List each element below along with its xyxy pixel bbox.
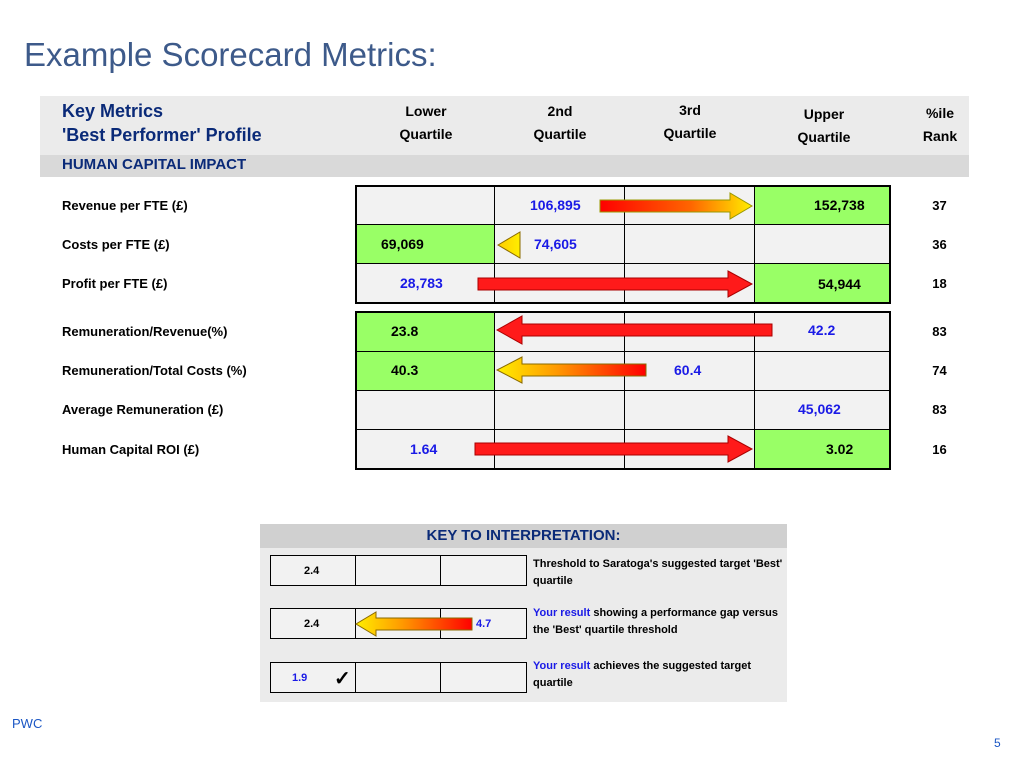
row-label-remuneration-revenue: Remuneration/Revenue(%) bbox=[62, 324, 228, 339]
page-number: 5 bbox=[994, 736, 1001, 750]
metrics-grid-top bbox=[355, 185, 891, 304]
rank-column bbox=[910, 177, 969, 470]
key-cell bbox=[355, 662, 441, 693]
row-label-average-remuneration: Average Remuneration (£) bbox=[62, 402, 224, 417]
quartile-cell bbox=[624, 224, 755, 264]
metrics-grid-bottom bbox=[355, 311, 891, 470]
target-quartile-cell bbox=[355, 351, 495, 391]
row-label-remuneration-total-costs: Remuneration/Total Costs (%) bbox=[62, 363, 247, 378]
row-label-profit-per-fte: Profit per FTE (£) bbox=[62, 276, 168, 291]
key-threshold-value: 2.4 bbox=[304, 618, 320, 630]
key-result-value: 4.7 bbox=[476, 618, 492, 630]
section-title: HUMAN CAPITAL IMPACT bbox=[62, 156, 247, 173]
threshold-value: 3.02 bbox=[826, 441, 854, 457]
quartile-cell bbox=[355, 186, 495, 225]
col-header-3rd: 3rd Quartile bbox=[663, 102, 717, 141]
rank-value: 83 bbox=[932, 402, 947, 417]
row-label-costs-per-fte: Costs per FTE (£) bbox=[62, 237, 170, 252]
key-cell bbox=[355, 555, 441, 586]
labels-column bbox=[40, 177, 340, 470]
key-threshold-value: 2.4 bbox=[304, 565, 320, 577]
quartile-cell bbox=[754, 312, 890, 352]
key-text-2: Your result showing a performance gap ve… bbox=[533, 607, 778, 636]
key-cell bbox=[440, 662, 527, 693]
key-cell bbox=[355, 608, 441, 639]
threshold-value: 40.3 bbox=[391, 362, 419, 378]
key-text-3: Your result achieves the suggested targe… bbox=[533, 660, 752, 689]
row-label-human-capital-roi: Human Capital ROI (£) bbox=[62, 442, 200, 457]
result-value: 45,062 bbox=[798, 401, 841, 417]
rank-value: 16 bbox=[932, 442, 947, 457]
col-header-upper: Upper Quartile bbox=[797, 106, 851, 145]
key-title: KEY TO INTERPRETATION: bbox=[260, 524, 787, 548]
footer-brand: PWC bbox=[12, 716, 43, 731]
target-quartile-cell bbox=[754, 263, 890, 303]
rank-value: 36 bbox=[932, 237, 947, 252]
key-result-value: 1.9 bbox=[292, 672, 308, 684]
quartile-cell bbox=[355, 390, 495, 430]
key-text-1: Threshold to Saratoga's suggested target… bbox=[533, 558, 783, 587]
rank-value: 37 bbox=[932, 198, 947, 213]
result-value: 106,895 bbox=[530, 197, 581, 213]
col-header-lower: Lower Quartile bbox=[399, 103, 453, 142]
rank-value: 83 bbox=[932, 324, 947, 339]
key-cell bbox=[440, 555, 527, 586]
result-value: 74,605 bbox=[534, 236, 577, 252]
col-header-2nd: 2nd Quartile bbox=[533, 103, 587, 142]
result-value: 1.64 bbox=[410, 441, 438, 457]
key-target-cell bbox=[270, 555, 356, 586]
check-icon: ✓ bbox=[334, 668, 351, 690]
result-value: 42.2 bbox=[808, 322, 836, 338]
result-value: 60.4 bbox=[674, 362, 702, 378]
threshold-value: 23.8 bbox=[391, 323, 419, 339]
threshold-value: 54,944 bbox=[818, 276, 861, 292]
header-best-performer: 'Best Performer' Profile bbox=[62, 125, 262, 145]
section-band: HUMAN CAPITAL IMPACT bbox=[40, 155, 969, 177]
row-label-revenue-per-fte: Revenue per FTE (£) bbox=[62, 198, 188, 213]
header-key-metrics: Key Metrics bbox=[62, 101, 164, 121]
rank-value: 74 bbox=[932, 363, 947, 378]
result-value: 28,783 bbox=[400, 275, 443, 291]
quartile-cell bbox=[754, 390, 890, 430]
col-header-rank: %ile Rank bbox=[922, 105, 958, 144]
threshold-value: 152,738 bbox=[814, 197, 865, 213]
key-target-cell bbox=[270, 608, 356, 639]
quartile-cell bbox=[754, 351, 890, 391]
page-title: Example Scorecard Metrics: bbox=[24, 36, 437, 73]
key-target-cell bbox=[270, 662, 356, 693]
target-quartile-cell bbox=[355, 224, 495, 264]
threshold-value: 69,069 bbox=[381, 236, 424, 252]
rank-value: 18 bbox=[932, 276, 947, 291]
